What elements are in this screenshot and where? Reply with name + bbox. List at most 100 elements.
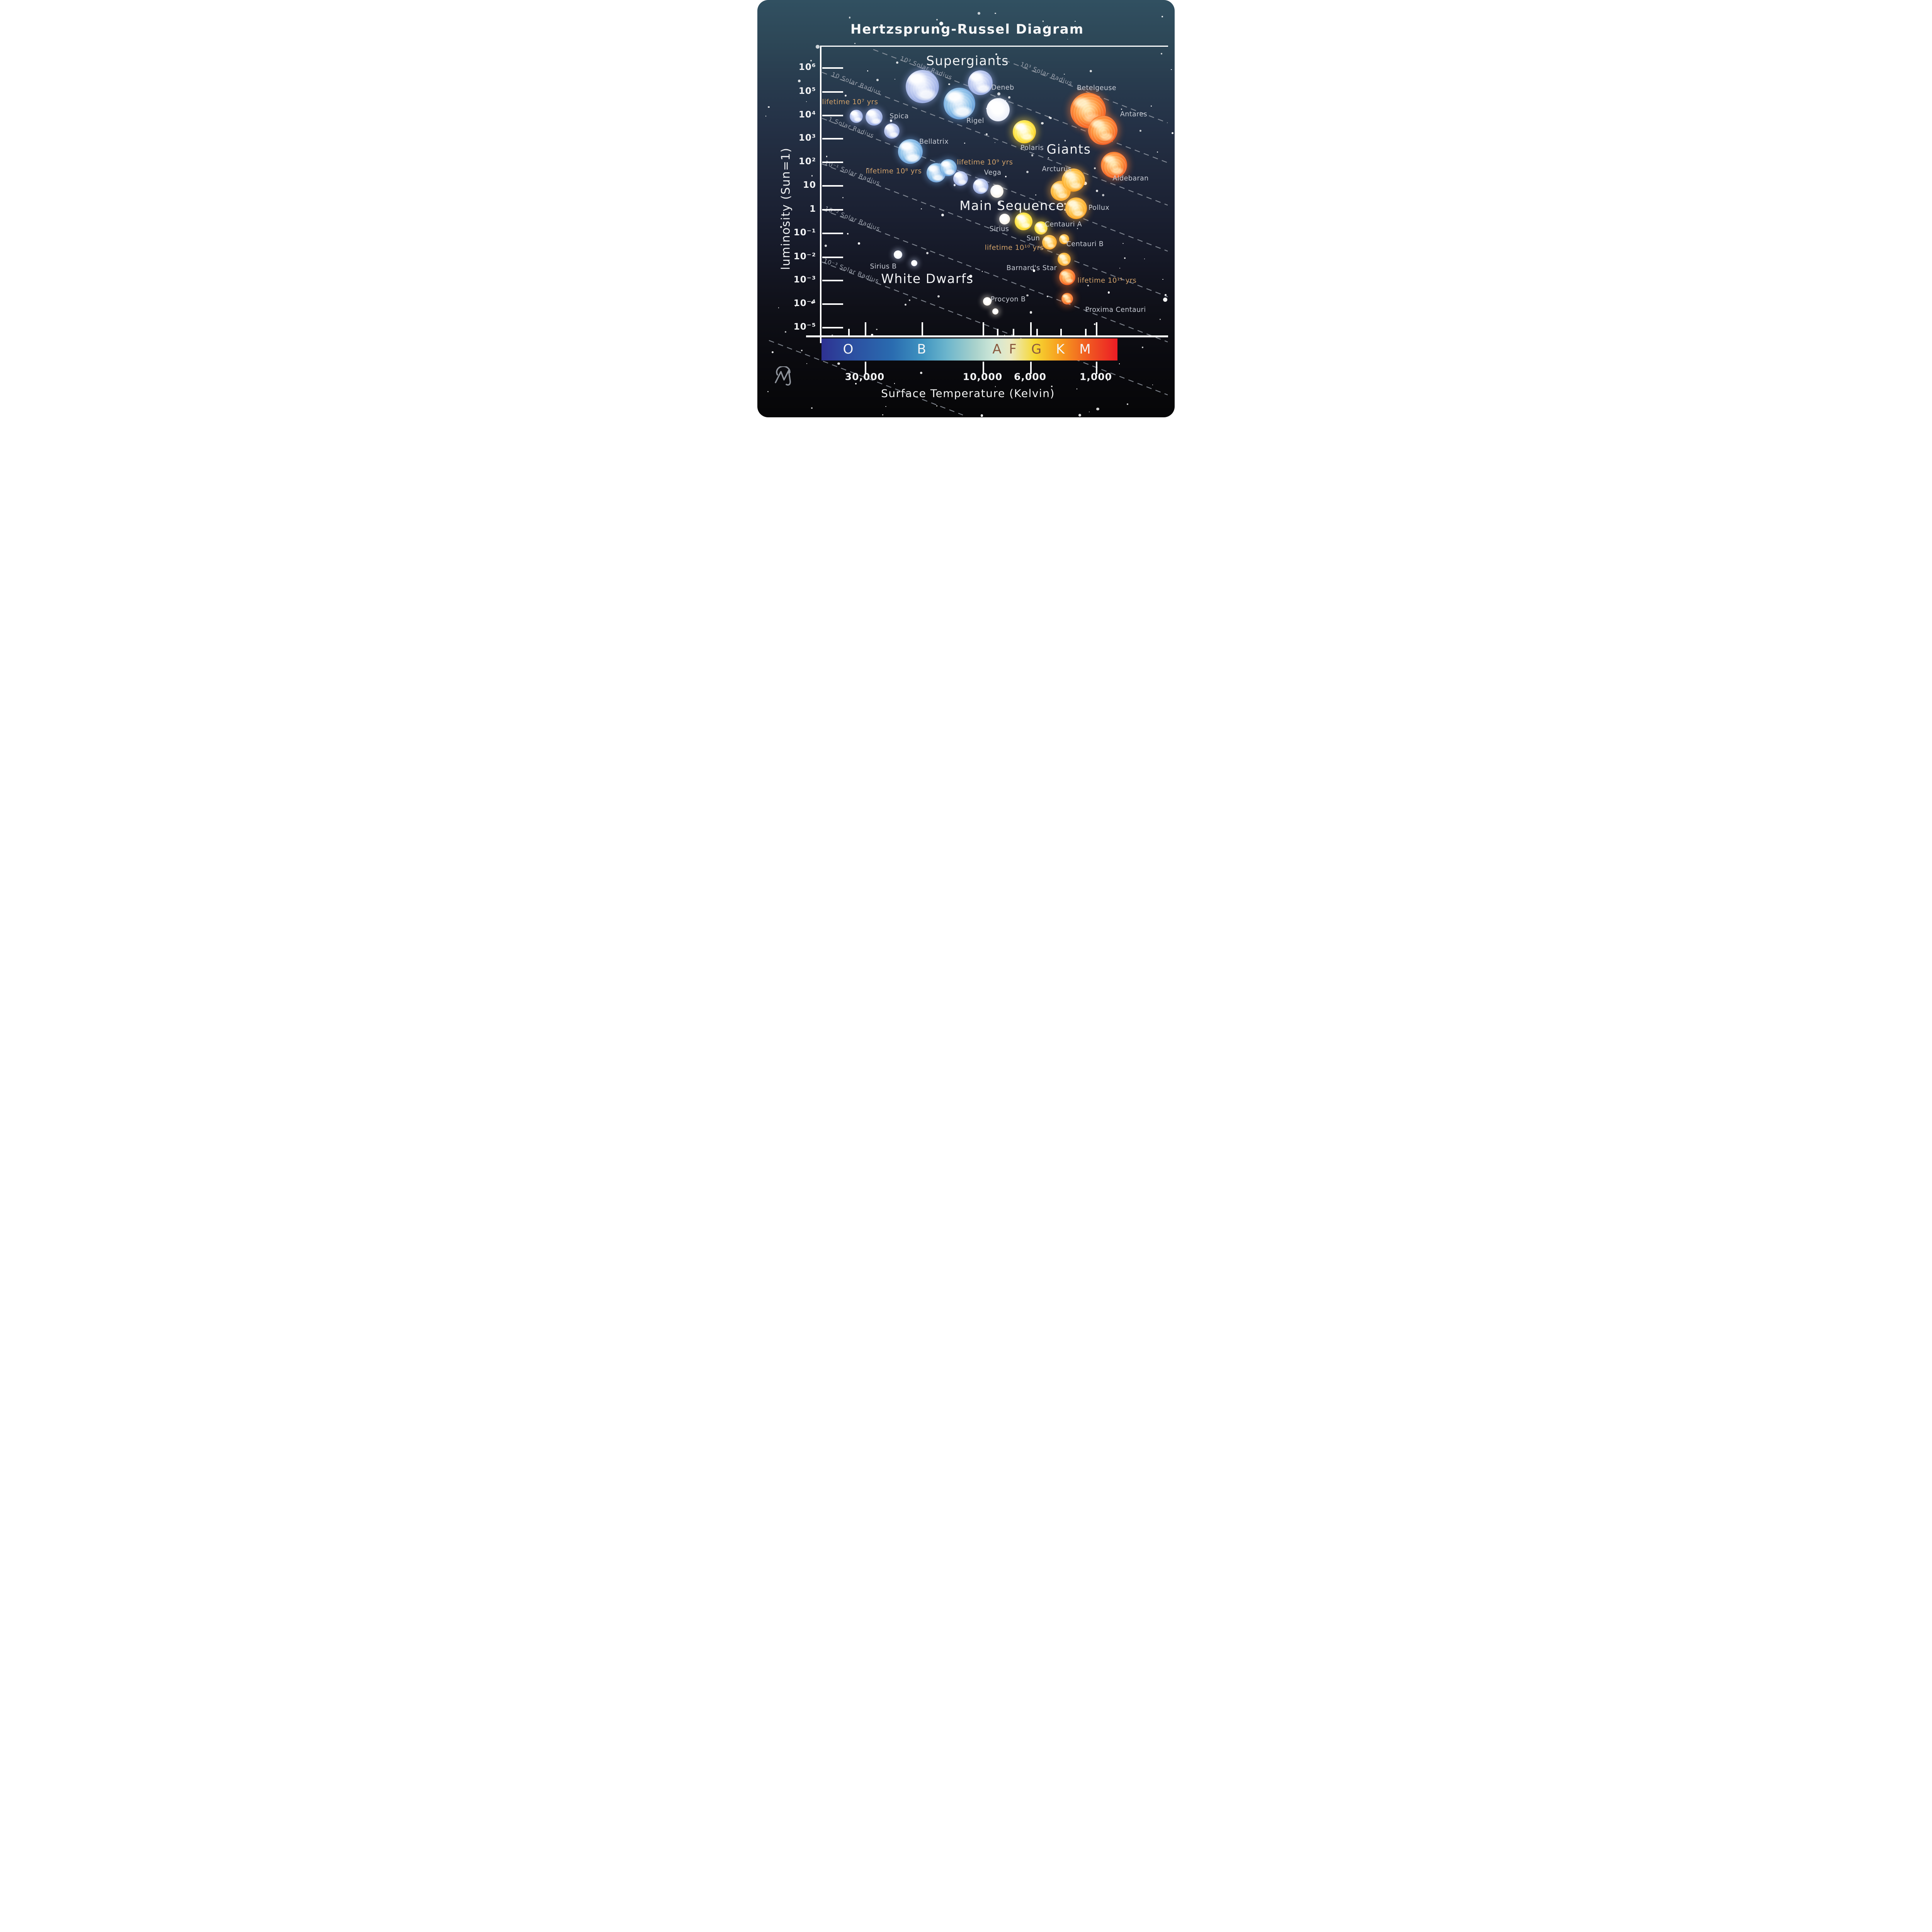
y-tick bbox=[822, 303, 843, 305]
star-label-vega: Vega bbox=[984, 169, 1002, 177]
star-label-proxima-centauri: Proxima Centauri bbox=[1085, 306, 1146, 314]
star-vega bbox=[973, 179, 988, 194]
spectral-class-letter-K: K bbox=[1056, 342, 1065, 357]
lifetime-label: lifetime 10¹¹ yrs bbox=[1077, 276, 1137, 285]
background-star-dot bbox=[1078, 413, 1081, 417]
page-title: Hertzsprung-Russel Diagram bbox=[850, 22, 1084, 37]
temperature-tick-label: 10,000 bbox=[963, 371, 1003, 383]
y-tick bbox=[822, 327, 843, 328]
background-star-dot bbox=[920, 371, 922, 374]
background-star-dot bbox=[1035, 194, 1036, 196]
star-unlabeled bbox=[1059, 269, 1075, 285]
x-axis-title: Surface Temperature (Kelvin) bbox=[881, 387, 1055, 400]
y-tick-label: 10⁻⁵ bbox=[793, 322, 816, 332]
background-star-dot bbox=[847, 233, 849, 235]
spectral-class-letter-B: B bbox=[917, 342, 926, 357]
background-star-dot bbox=[811, 407, 813, 409]
background-star-dot bbox=[985, 133, 988, 136]
background-star-dot bbox=[926, 252, 929, 254]
background-star-dot bbox=[1156, 151, 1158, 153]
background-star-dot bbox=[867, 70, 869, 71]
background-star-dot bbox=[909, 299, 911, 301]
temperature-tick-label: 1,000 bbox=[1079, 371, 1112, 383]
background-star-dot bbox=[806, 101, 807, 102]
background-star-dot bbox=[1119, 363, 1120, 364]
star-unlabeled bbox=[990, 185, 1003, 198]
star-label-arcturus: Arcturus bbox=[1042, 165, 1072, 173]
background-star-dot bbox=[948, 83, 951, 85]
star-spica bbox=[866, 109, 883, 126]
lifetime-label: lifetime 10⁸ yrs bbox=[866, 167, 922, 175]
background-star-dot bbox=[1048, 157, 1049, 158]
background-star-dot bbox=[1032, 269, 1036, 272]
background-star-dot bbox=[939, 22, 943, 26]
background-star-dot bbox=[1163, 298, 1167, 302]
star-label-pollux: Pollux bbox=[1088, 204, 1110, 212]
background-star-dot bbox=[1075, 20, 1076, 22]
background-star-dot bbox=[1124, 257, 1126, 259]
star-label-procyon-b: Procyon B bbox=[990, 296, 1026, 303]
x-tick-minor bbox=[1036, 329, 1038, 335]
star-centauri-b bbox=[1059, 234, 1069, 244]
background-star-dot bbox=[1162, 16, 1163, 18]
star-pollux bbox=[1065, 197, 1087, 219]
lifetime-label: lifetime 10¹⁰ yrs bbox=[985, 243, 1044, 252]
background-star-dot bbox=[780, 226, 782, 228]
lifetime-label: lifetime 10⁷ yrs bbox=[822, 98, 878, 106]
star-unlabeled bbox=[992, 308, 998, 315]
background-star-dot bbox=[1096, 407, 1099, 411]
background-star-dot bbox=[969, 275, 972, 278]
background-star-dot bbox=[1083, 181, 1087, 185]
solar-radius-line bbox=[821, 163, 1168, 298]
star-proxima-centauri bbox=[1061, 293, 1073, 304]
background-star-dot bbox=[871, 333, 873, 336]
x-tick-minor bbox=[848, 329, 850, 335]
y-tick bbox=[822, 257, 843, 258]
background-star-dot bbox=[795, 306, 796, 307]
x-axis-line bbox=[806, 335, 1168, 337]
background-star-dot bbox=[937, 295, 940, 298]
x-tick-minor bbox=[1085, 329, 1087, 335]
spectral-class-color-bar bbox=[821, 338, 1117, 361]
background-star-dot bbox=[1139, 130, 1141, 132]
background-star-dot bbox=[784, 331, 787, 333]
background-star-dot bbox=[1107, 291, 1110, 294]
background-star-dot bbox=[1122, 243, 1124, 244]
background-star-dot bbox=[1171, 132, 1174, 134]
background-star-dot bbox=[1107, 380, 1108, 381]
background-star-dot bbox=[826, 156, 828, 158]
region-label-giants: Giants bbox=[1046, 141, 1091, 157]
star-barnard-s-star bbox=[1058, 253, 1071, 266]
background-star-dot bbox=[1041, 122, 1044, 124]
background-star-dot bbox=[1064, 203, 1066, 205]
background-star-dot bbox=[1094, 323, 1095, 325]
background-star-dot bbox=[876, 79, 879, 81]
star-label-barnard-s-star: Barnard's Star bbox=[1006, 264, 1057, 272]
background-star-dot bbox=[768, 106, 770, 108]
background-star-dot bbox=[1150, 105, 1152, 107]
spectral-class-letter-A: A bbox=[992, 342, 1002, 357]
x-tick-minor bbox=[997, 329, 998, 335]
star-unlabeled bbox=[986, 98, 1010, 121]
background-star-dot bbox=[1152, 384, 1153, 385]
y-tick-label: 10⁴ bbox=[798, 110, 816, 120]
background-star-dot bbox=[981, 271, 983, 272]
spectral-class-letter-O: O bbox=[843, 342, 854, 357]
y-tick-label: 10⁻² bbox=[793, 252, 816, 262]
solar-radius-line bbox=[873, 49, 1168, 163]
background-star-dot bbox=[876, 328, 878, 330]
background-star-dot bbox=[936, 405, 937, 406]
background-star-dot bbox=[1026, 170, 1029, 173]
x-tick-below-bar bbox=[983, 362, 984, 374]
x-tick-below-bar bbox=[1030, 362, 1032, 374]
star-unlabeled bbox=[911, 260, 917, 266]
star-unlabeled bbox=[940, 159, 957, 176]
plot-top-border bbox=[820, 46, 1168, 47]
background-star-dot bbox=[964, 143, 965, 144]
background-star-dot bbox=[1005, 176, 1007, 178]
y-tick bbox=[822, 233, 843, 234]
background-star-dot bbox=[995, 386, 996, 387]
background-star-dot bbox=[1049, 117, 1052, 119]
star-label-polaris: Polaris bbox=[1020, 144, 1044, 152]
background-star-dot bbox=[921, 208, 922, 210]
